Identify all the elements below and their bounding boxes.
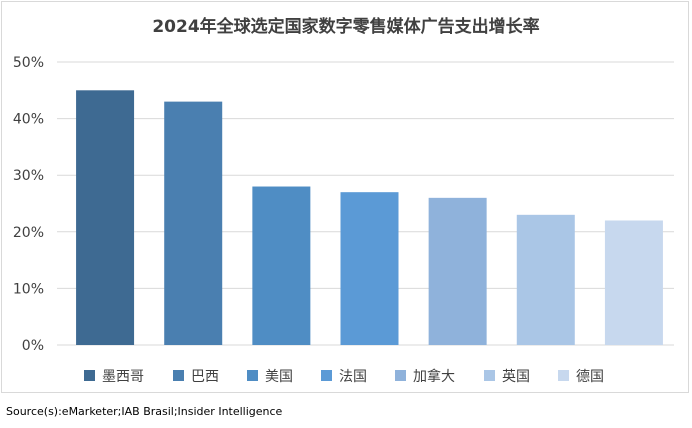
- bar-7: [604, 220, 663, 345]
- y-tick-label: 20%: [13, 225, 44, 241]
- bars: [76, 90, 663, 346]
- chart-title: 2024年全球选定国家数字零售媒体广告支出增长率: [152, 16, 539, 37]
- legend-label: 法国: [339, 369, 367, 385]
- bar-3: [252, 186, 311, 345]
- y-axis-ticks: 0% 10% 20% 30% 40% 50%: [13, 55, 44, 354]
- legend-label: 加拿大: [413, 368, 455, 385]
- bar-chart: 2024年全球选定国家数字零售媒体广告支出增长率 0% 10% 20% 30% 40% 5…: [13, 16, 674, 385]
- legend-swatch: [395, 370, 406, 381]
- chart-frame: 2024年全球选定国家数字零售媒体广告支出增长率 0% 10% 20% 30% 40% 5…: [1, 1, 689, 393]
- bar-5: [428, 197, 487, 345]
- legend-label: 墨西哥: [102, 369, 144, 385]
- bar-4: [340, 192, 399, 345]
- legend-swatch: [484, 370, 495, 381]
- y-tick-label: 40%: [13, 112, 44, 128]
- legend-swatch: [247, 370, 258, 381]
- legend-swatch: [558, 370, 569, 381]
- legend-label: 巴西: [191, 369, 219, 385]
- legend-swatch: [84, 370, 95, 381]
- y-tick-label: 10%: [13, 281, 44, 297]
- legend-label: 英国: [502, 368, 530, 385]
- bar-2: [164, 101, 223, 346]
- y-tick-label: 0%: [22, 338, 44, 354]
- y-tick-label: 30%: [13, 168, 44, 184]
- legend-label: 德国: [576, 369, 604, 385]
- legend-label: 美国: [265, 369, 293, 385]
- legend-swatch: [321, 370, 332, 381]
- legend-swatch: [173, 370, 184, 381]
- source-note: Source(s):eMarketer;IAB Brasil;Insider I…: [6, 405, 283, 418]
- bar-1: [76, 90, 135, 345]
- legend: 墨西哥 巴西 美国 法国 加拿大 英国 德国: [84, 368, 604, 385]
- bar-6: [516, 214, 575, 345]
- y-tick-label: 50%: [13, 55, 44, 71]
